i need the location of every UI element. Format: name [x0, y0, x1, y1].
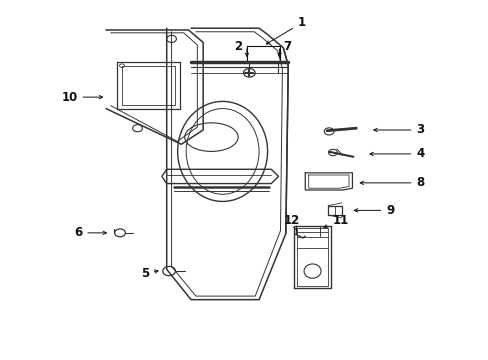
- Text: 11: 11: [323, 213, 348, 228]
- Text: 12: 12: [284, 213, 300, 230]
- Text: 1: 1: [266, 16, 305, 44]
- Text: 2: 2: [234, 40, 242, 53]
- Text: 7: 7: [283, 40, 291, 53]
- Text: 5: 5: [141, 267, 158, 280]
- Text: 6: 6: [74, 226, 106, 239]
- Text: 9: 9: [354, 204, 394, 217]
- Text: 8: 8: [360, 176, 424, 189]
- Text: 3: 3: [373, 123, 424, 136]
- Text: 10: 10: [61, 91, 102, 104]
- Text: 4: 4: [369, 148, 424, 161]
